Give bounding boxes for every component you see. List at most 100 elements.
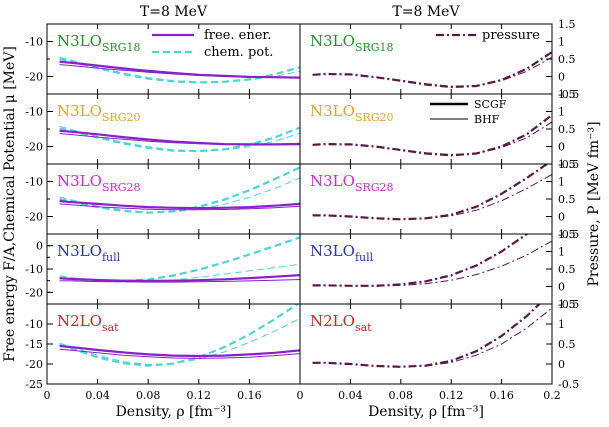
legend-label: BHF bbox=[474, 113, 500, 126]
x-axis-label: Density, ρ [fm⁻³] bbox=[368, 404, 484, 420]
p-tick-label: 1 bbox=[558, 176, 565, 189]
column-title: T=8 MeV bbox=[140, 4, 208, 20]
p-tick-label: 1.5 bbox=[558, 158, 576, 171]
legend-label: free. ener. bbox=[204, 28, 271, 43]
pressure-scgf-line bbox=[312, 164, 549, 221]
left-curves-4 bbox=[59, 236, 300, 283]
p-tick-label: -0.5 bbox=[558, 378, 579, 391]
chem-pot-scgf-line bbox=[59, 57, 300, 84]
free-energy-bhf-line bbox=[59, 203, 300, 211]
y-tick-label: -10 bbox=[25, 318, 43, 331]
x-tick-label: 0.16 bbox=[237, 389, 262, 402]
y-tick-label: -15 bbox=[25, 338, 43, 351]
free-energy-scgf-line bbox=[59, 200, 300, 210]
pressure-scgf-line bbox=[312, 51, 552, 89]
panel-row-5 bbox=[59, 304, 552, 368]
panel-label: N3LOSRG20 bbox=[310, 102, 394, 124]
p-tick-label: -0.5 bbox=[558, 88, 579, 101]
pressure-scgf-line bbox=[312, 234, 529, 287]
left-curves-1 bbox=[59, 56, 300, 84]
y-axis-label-left: Free energy F/A,Chemical Potential μ [Me… bbox=[2, 46, 18, 362]
pressure-scgf-line bbox=[312, 114, 552, 157]
x-tick-label: 0.04 bbox=[338, 389, 363, 402]
x-tick-label: 0.08 bbox=[136, 389, 161, 402]
x-tick-label: 0 bbox=[44, 389, 51, 402]
left-curves-3 bbox=[59, 166, 300, 214]
right-curves-5 bbox=[312, 304, 552, 368]
p-tick-label: 1.5 bbox=[558, 88, 576, 101]
legend-pressure: pressure bbox=[436, 28, 540, 43]
y-tick-label: -20 bbox=[25, 358, 43, 371]
free-energy-scgf-line bbox=[59, 274, 300, 283]
right-curves-1 bbox=[312, 51, 552, 89]
chem-pot-scgf-line bbox=[59, 126, 300, 153]
labels-layer: -10 -20 -0.5 0 0.5 1 1.5 N3LOSRG18 N3LOSRG18 -10 -… bbox=[2, 4, 602, 420]
p-tick-label: 0 bbox=[558, 71, 565, 84]
legend-label: SCGF bbox=[474, 98, 507, 111]
right-curves-3 bbox=[312, 164, 552, 221]
y-tick-label: -10 bbox=[25, 36, 43, 49]
panel-label: N3LOfull bbox=[57, 242, 121, 264]
free-energy-scgf-line bbox=[59, 129, 300, 146]
panel-label: N3LOSRG20 bbox=[57, 102, 141, 124]
x-tick-label: 0.16 bbox=[489, 389, 514, 402]
panel-row-3 bbox=[59, 164, 552, 221]
chem-pot-scgf-line bbox=[59, 304, 300, 367]
x-tick-label: 0.12 bbox=[439, 389, 464, 402]
column-title: T=8 MeV bbox=[392, 4, 460, 20]
frames-layer bbox=[46, 23, 553, 385]
p-tick-label: 0.5 bbox=[558, 338, 576, 351]
p-tick-label: 0.5 bbox=[558, 263, 576, 276]
legend-left: free. ener. chem. pot. bbox=[152, 28, 273, 60]
panel-row-1 bbox=[59, 51, 552, 89]
x-tick-label: 0.12 bbox=[187, 389, 212, 402]
p-tick-label: 1 bbox=[558, 106, 565, 119]
pressure-bhf-line bbox=[312, 121, 552, 156]
y-tick-label: -25 bbox=[25, 378, 43, 391]
left-curves-2 bbox=[59, 125, 300, 153]
chem-pot-bhf-line bbox=[59, 56, 300, 83]
y-tick-label: -10 bbox=[25, 263, 43, 276]
x-tick-label: 0.2 bbox=[543, 389, 561, 402]
free-energy-scgf-line bbox=[59, 60, 300, 79]
chem-pot-scgf-line bbox=[59, 236, 300, 283]
p-tick-label: 1.5 bbox=[558, 228, 576, 241]
panel-label: N3LOfull bbox=[310, 242, 374, 264]
x-tick-label: 0.08 bbox=[389, 389, 414, 402]
right-curves-2 bbox=[312, 114, 552, 157]
legend-label: chem. pot. bbox=[204, 45, 273, 60]
pressure-bhf-line bbox=[312, 56, 552, 87]
free-energy-bhf-line bbox=[59, 348, 300, 359]
p-tick-label: 0.5 bbox=[558, 123, 576, 136]
y-tick-label: -20 bbox=[25, 71, 43, 84]
x-axis-label: Density, ρ [fm⁻³] bbox=[116, 404, 232, 420]
y-tick-label: -20 bbox=[25, 141, 43, 154]
left-curves-5 bbox=[59, 304, 300, 367]
p-tick-label: 0 bbox=[558, 281, 565, 294]
legend-methods: SCGF BHF bbox=[430, 98, 507, 126]
p-tick-label: 0 bbox=[558, 211, 565, 224]
pressure-bhf-line bbox=[312, 240, 552, 287]
p-tick-label: -0.5 bbox=[558, 158, 579, 171]
right-curves-4 bbox=[312, 234, 552, 287]
panel-label: N3LOSRG18 bbox=[310, 32, 394, 54]
chem-pot-bhf-line bbox=[59, 125, 300, 152]
curves-layer bbox=[59, 51, 552, 368]
free-energy-bhf-line bbox=[59, 279, 300, 283]
p-tick-label: -0.5 bbox=[558, 228, 579, 241]
p-tick-label: 1 bbox=[558, 36, 565, 49]
p-tick-label: 1.5 bbox=[558, 18, 576, 31]
y-tick-label: -10 bbox=[25, 106, 43, 119]
y-axis-label-right: Pressure, P [MeV fm⁻³] bbox=[586, 121, 602, 286]
p-tick-label: 1 bbox=[558, 246, 565, 259]
y-tick-label: 0 bbox=[36, 240, 43, 253]
y-tick-label: -20 bbox=[25, 286, 43, 299]
panel-label: N3LOSRG28 bbox=[57, 172, 141, 194]
y-tick-label: -10 bbox=[25, 176, 43, 189]
p-tick-label: -0.5 bbox=[558, 298, 579, 311]
panel-label: N2LOsat bbox=[57, 312, 119, 334]
x-tick-label: 0.04 bbox=[85, 389, 110, 402]
panel-label: N3LOSRG28 bbox=[310, 172, 394, 194]
panel-label: N3LOSRG18 bbox=[57, 32, 141, 54]
p-tick-label: 0 bbox=[558, 358, 565, 371]
